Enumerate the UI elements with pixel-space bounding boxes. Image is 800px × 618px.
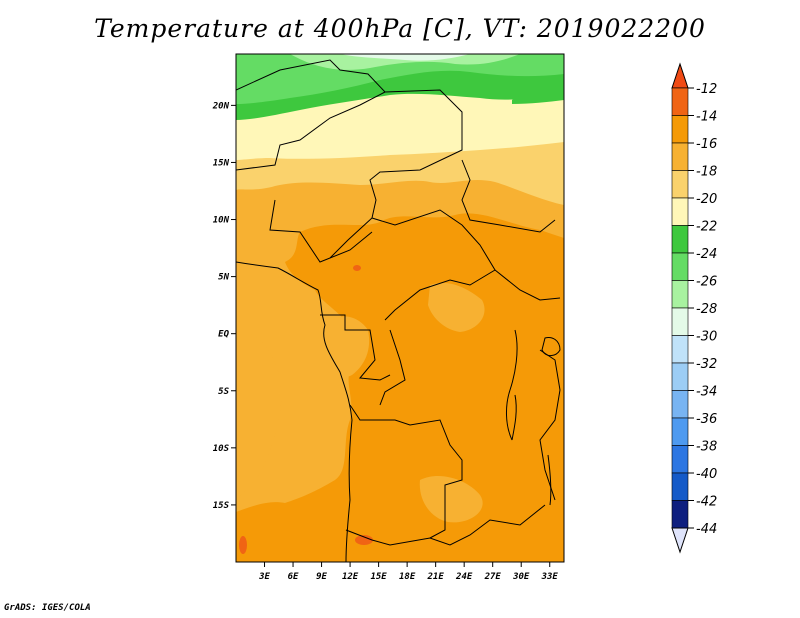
coastline bbox=[236, 261, 353, 562]
colorbar-label: -34 bbox=[696, 385, 717, 400]
y-tick-label: 15N bbox=[213, 158, 230, 168]
border-path-9 bbox=[349, 404, 463, 539]
border-path-6 bbox=[320, 314, 391, 381]
border-path-1 bbox=[236, 59, 463, 145]
y-tick-label: 20N bbox=[212, 101, 230, 111]
field-patch-16a bbox=[330, 316, 370, 378]
x-tick-label: 30E bbox=[512, 572, 530, 582]
colorbar-swatch bbox=[671, 142, 689, 171]
border-path-10 bbox=[345, 504, 546, 546]
border-path-7 bbox=[379, 329, 406, 406]
colorbar-swatch bbox=[671, 197, 689, 226]
y-tick-label: EQ bbox=[218, 330, 229, 340]
x-tick-label: 24E bbox=[455, 572, 473, 582]
lake-tanganyika bbox=[511, 394, 517, 441]
y-tick-label: 15S bbox=[213, 501, 230, 511]
border-path-11 bbox=[461, 159, 556, 233]
colorbar-swatch bbox=[671, 307, 689, 336]
colorbar-label: -24 bbox=[696, 247, 717, 262]
colorbar-swatch bbox=[671, 225, 689, 254]
border-path-2 bbox=[329, 112, 463, 259]
colorbar-label: -20 bbox=[696, 192, 717, 207]
x-tick-label: 15E bbox=[370, 572, 387, 582]
field-band-24 bbox=[236, 54, 564, 104]
colorbar-swatch bbox=[671, 362, 689, 391]
colorbar-label: -42 bbox=[696, 495, 717, 510]
colorbar-top-arrow bbox=[671, 62, 689, 89]
border-path-8 bbox=[494, 269, 561, 301]
map-frame bbox=[235, 53, 565, 563]
colorbar-label: -30 bbox=[696, 330, 717, 345]
colorbar-label: -38 bbox=[696, 440, 717, 455]
colorbar-label: -28 bbox=[696, 302, 717, 317]
y-tick-label: 10S bbox=[213, 444, 230, 454]
y-tick-label: 5N bbox=[218, 273, 229, 283]
y-tick-label: 5S bbox=[218, 387, 229, 397]
field-band-26 bbox=[290, 54, 520, 70]
colorbar-swatch bbox=[671, 390, 689, 419]
colorbar-label: -14 bbox=[696, 110, 717, 125]
footer-credit: GrADS: IGES/COLA bbox=[4, 603, 91, 613]
colorbar-swatch bbox=[671, 417, 689, 446]
colorbar-swatch bbox=[671, 252, 689, 281]
x-tick-label: 12E bbox=[342, 572, 359, 582]
colorbar-label: -36 bbox=[696, 412, 717, 427]
field-spot-12c bbox=[239, 536, 247, 554]
y-axis-ticks: 20N 15N 10N 5N EQ 5S 10S 15S bbox=[212, 101, 236, 511]
x-tick-label: 18E bbox=[399, 572, 416, 582]
border-path-3 bbox=[236, 91, 386, 171]
colorbar-label: -26 bbox=[696, 275, 717, 290]
map-title: Temperature at 400hPa [C], VT: 201902220… bbox=[94, 14, 706, 43]
y-tick-label: 10N bbox=[213, 216, 230, 226]
lake-victoria bbox=[541, 337, 561, 357]
colorbar-swatch bbox=[671, 280, 689, 309]
colorbar-label: -16 bbox=[696, 137, 717, 152]
border-path-13 bbox=[539, 349, 561, 501]
colorbar-swatch bbox=[671, 472, 689, 501]
field-patch-16c bbox=[419, 475, 483, 523]
x-tick-label: 3E bbox=[258, 572, 270, 582]
x-tick-label: 6E bbox=[288, 572, 299, 582]
colorbar-label: -32 bbox=[696, 357, 717, 372]
colorbar-bottom-arrow bbox=[671, 527, 689, 554]
x-tick-label: 21E bbox=[427, 572, 445, 582]
lake-malawi bbox=[547, 454, 552, 506]
field-patch-16b bbox=[428, 282, 485, 332]
colorbar-swatch bbox=[671, 445, 689, 474]
x-tick-label: 27E bbox=[484, 572, 502, 582]
colorbar-swatch bbox=[671, 170, 689, 199]
field-spot-12b bbox=[355, 535, 373, 545]
field-patch-22 bbox=[512, 89, 564, 104]
border-path-12 bbox=[506, 329, 518, 441]
temperature-field bbox=[236, 54, 564, 562]
x-tick-label: 9E bbox=[316, 572, 327, 582]
colorbar-label: -22 bbox=[696, 220, 717, 235]
colorbar-swatch bbox=[671, 87, 689, 116]
x-axis-ticks: 3E 6E 9E 12E 15E 18E 21E 24E 27E 30E 33E bbox=[258, 562, 558, 582]
colorbar-swatch bbox=[671, 500, 689, 529]
colorbar-label: -12 bbox=[696, 82, 717, 97]
colorbar-label: -40 bbox=[696, 467, 717, 482]
field-patch-16d bbox=[236, 330, 282, 500]
colorbar-swatch bbox=[671, 115, 689, 144]
border-path-4 bbox=[269, 199, 373, 263]
country-borders bbox=[236, 59, 561, 562]
field-band-28 bbox=[340, 54, 470, 61]
colorbar-label: -44 bbox=[696, 522, 717, 537]
colorbar-swatch bbox=[671, 335, 689, 364]
colorbar: -12 -14 -16 -18 -20 -22 -24 -26 -28 -30 -32 -34 -36 -… bbox=[671, 62, 717, 554]
colorbar-label: -18 bbox=[696, 165, 717, 180]
x-tick-label: 33E bbox=[541, 572, 559, 582]
field-spot-12a bbox=[353, 265, 361, 271]
